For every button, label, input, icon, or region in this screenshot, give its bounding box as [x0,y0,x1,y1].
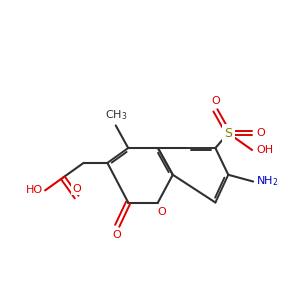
Text: O: O [158,208,166,218]
Text: O: O [211,96,220,106]
Text: O: O [72,184,81,194]
Text: CH$_3$: CH$_3$ [104,108,127,122]
Text: HO: HO [26,185,43,195]
Text: NH$_2$: NH$_2$ [256,175,279,188]
Text: OH: OH [256,145,273,155]
Text: S: S [224,127,232,140]
Text: O: O [256,128,265,138]
Text: O: O [113,230,122,240]
